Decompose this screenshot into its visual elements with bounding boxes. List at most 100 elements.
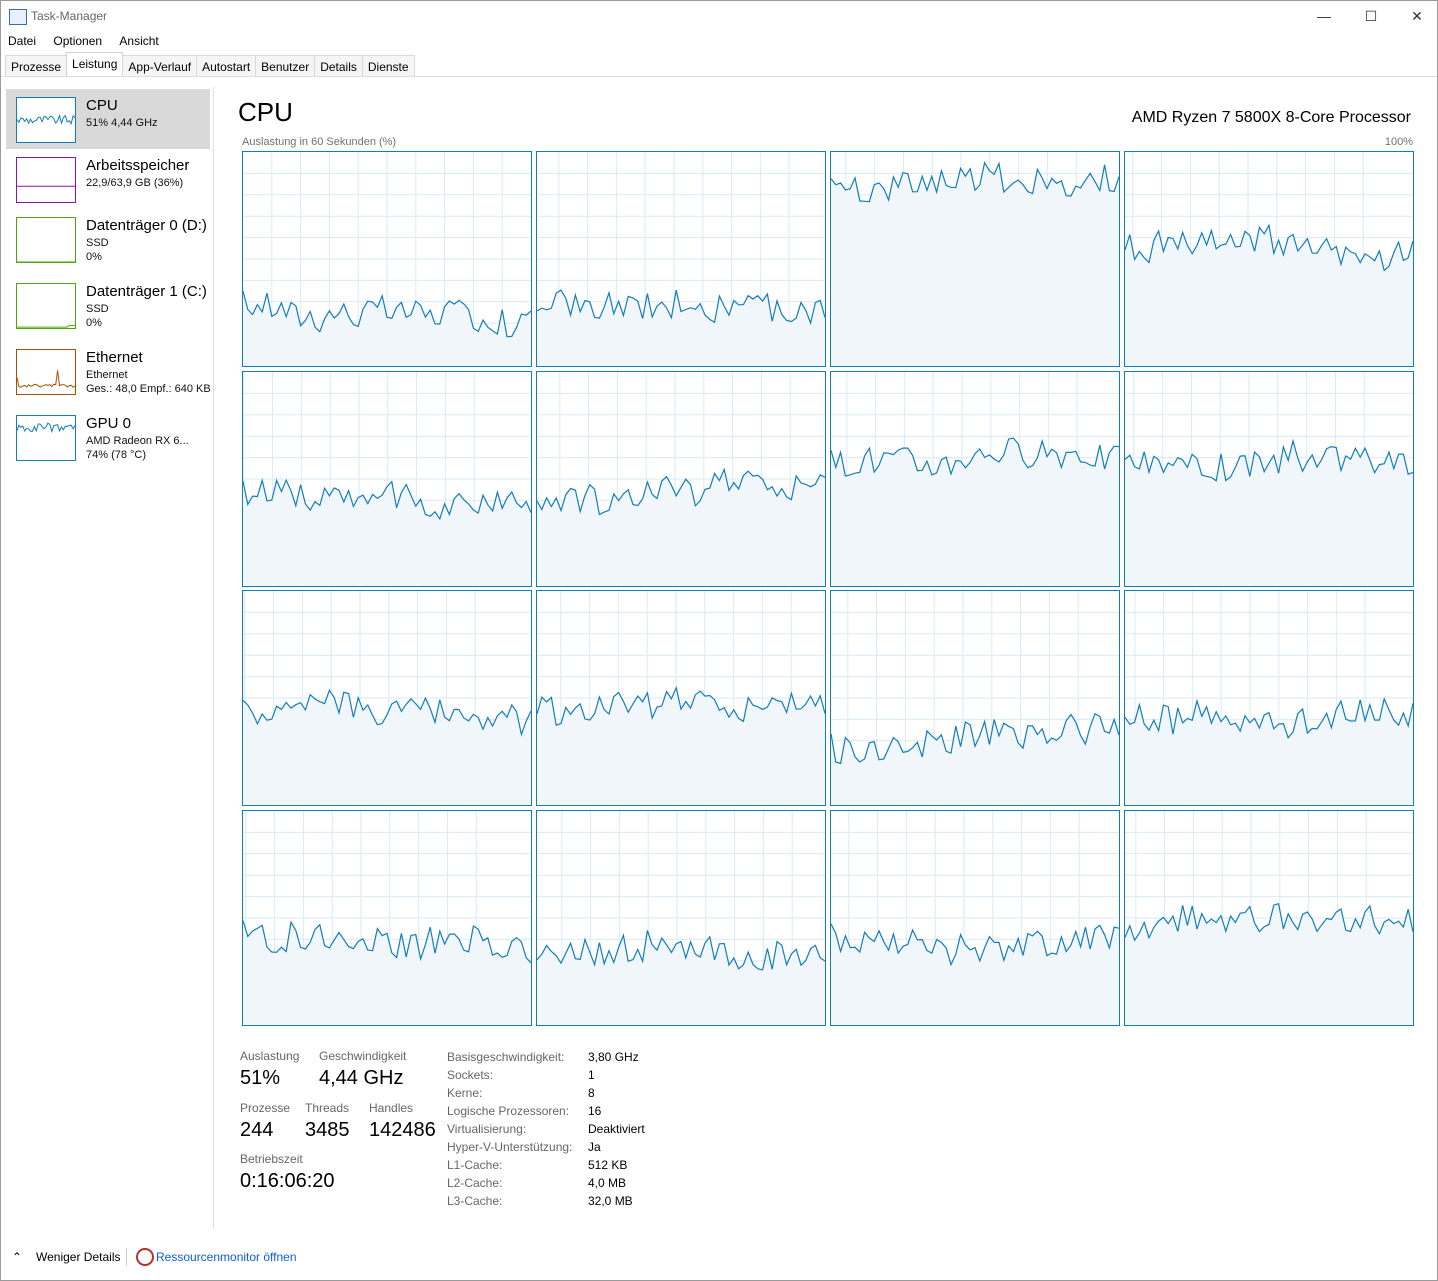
usage-area xyxy=(537,290,825,366)
tab-prozesse[interactable]: Prozesse xyxy=(5,55,68,77)
cpu-history-chart xyxy=(1125,371,1413,586)
spec-value: Deaktiviert xyxy=(588,1122,645,1136)
sidebar-item-detail: AMD Radeon RX 6... xyxy=(86,435,189,447)
stat-label: Betriebszeit xyxy=(240,1152,303,1166)
sidebar-item-datentraeger-1[interactable]: Datenträger 1 (C:) SSD 0% xyxy=(6,275,210,335)
usage-area xyxy=(831,923,1119,1025)
resource-monitor-link[interactable]: Ressourcenmonitor öffnen xyxy=(156,1250,297,1264)
menu-bar: Datei Optionen Ansicht xyxy=(1,31,1437,51)
tab-autostart[interactable]: Autostart xyxy=(196,55,257,77)
logical-processor-graph xyxy=(536,809,826,1026)
cpu-history-chart xyxy=(831,810,1119,1025)
stat-handles: Handles 142486 xyxy=(369,1101,436,1142)
minimize-button[interactable]: — xyxy=(1317,8,1331,24)
logical-processor-graph xyxy=(242,809,532,1026)
cpu-spec-list: Basisgeschwindigkeit: 3,80 GHz Sockets: 1 … xyxy=(447,1050,707,1212)
spec-key: Sockets: xyxy=(447,1068,494,1082)
sidebar-item-detail-2: 0% xyxy=(86,251,102,263)
sidebar-item-cpu[interactable]: CPU 51% 4,44 GHz xyxy=(6,89,210,149)
usage-line xyxy=(537,289,825,326)
sidebar-item-arbeitsspeicher[interactable]: Arbeitsspeicher 22,9/63,9 GB (36%) xyxy=(6,149,210,209)
close-button[interactable]: ✕ xyxy=(1411,8,1423,24)
usage-line xyxy=(831,161,1119,203)
usage-line xyxy=(243,290,531,338)
thumbnail-line xyxy=(17,370,75,388)
cpu-history-chart xyxy=(243,152,531,366)
logical-processor-graph xyxy=(830,590,1120,806)
stat-geschwindigkeit: Geschwindigkeit 4,44 GHz xyxy=(319,1049,406,1090)
ethernet-thumbnail-graph xyxy=(16,349,76,395)
disk0-thumbnail-graph xyxy=(16,217,76,263)
sidebar-item-detail-2: 74% (78 °C) xyxy=(86,449,147,461)
cpu-history-chart xyxy=(243,591,531,805)
thumbnail-chart xyxy=(17,370,75,388)
usage-line xyxy=(537,685,825,727)
logical-processor-graph xyxy=(1124,809,1414,1026)
sidebar-item-gpu-0[interactable]: GPU 0 AMD Radeon RX 6... 74% (78 °C) xyxy=(6,407,210,467)
spec-key: L2-Cache: xyxy=(447,1176,503,1190)
processor-name: AMD Ryzen 7 5800X 8-Core Processor xyxy=(1131,109,1411,126)
spec-value: 8 xyxy=(588,1086,595,1100)
tab-details[interactable]: Details xyxy=(314,55,363,77)
spec-key: Basisgeschwindigkeit: xyxy=(447,1050,565,1064)
tab-leistung[interactable]: Leistung xyxy=(66,52,124,76)
graph-max-label: 100% xyxy=(1384,136,1413,148)
footer-separator xyxy=(126,1248,127,1266)
usage-area xyxy=(831,713,1119,805)
sidebar-item-label: Datenträger 1 (C:) xyxy=(86,283,207,300)
spec-row: Kerne: 8 xyxy=(447,1086,707,1104)
menu-optionen[interactable]: Optionen xyxy=(53,34,103,48)
thumbnail-line xyxy=(17,114,75,125)
spec-key: L1-Cache: xyxy=(447,1158,503,1172)
stat-label: Prozesse xyxy=(240,1101,291,1115)
memory-thumbnail-graph xyxy=(16,157,76,203)
spec-key: L3-Cache: xyxy=(447,1194,503,1208)
sidebar-item-detail: 51% 4,44 GHz xyxy=(86,117,158,129)
chevron-up-icon[interactable]: ⌃ xyxy=(12,1250,23,1264)
sidebar-item-label: CPU xyxy=(86,97,118,114)
maximize-button[interactable]: ☐ xyxy=(1364,8,1378,24)
spec-row: Virtualisierung: Deaktiviert xyxy=(447,1122,707,1140)
logical-processor-graph xyxy=(830,151,1120,367)
usage-line xyxy=(537,466,825,515)
usage-line xyxy=(243,688,531,737)
logical-processor-graph xyxy=(536,151,826,367)
fewer-details-link[interactable]: Weniger Details xyxy=(36,1250,121,1264)
tab-app-verlauf[interactable]: App-Verlauf xyxy=(122,55,198,77)
tab-dienste[interactable]: Dienste xyxy=(361,55,415,77)
sidebar-item-label: GPU 0 xyxy=(86,415,132,432)
usage-area xyxy=(831,162,1119,366)
sidebar-item-ethernet[interactable]: Ethernet Ethernet Ges.: 48,0 Empf.: 640 … xyxy=(6,341,211,401)
logical-processor-graph xyxy=(1124,590,1414,806)
tab-benutzer[interactable]: Benutzer xyxy=(255,55,316,77)
cpu-history-chart xyxy=(831,152,1119,366)
spec-row: Sockets: 1 xyxy=(447,1068,707,1086)
thumbnail-chart xyxy=(17,324,75,328)
usage-area xyxy=(537,687,825,805)
cpu-history-chart xyxy=(1125,152,1413,366)
usage-area xyxy=(243,920,531,1025)
sidebar-item-datentraeger-0[interactable]: Datenträger 0 (D:) SSD 0% xyxy=(6,209,210,269)
stat-value: 4,44 GHz xyxy=(319,1067,404,1089)
usage-line xyxy=(831,923,1119,966)
usage-area xyxy=(1125,440,1413,586)
usage-area xyxy=(243,291,531,366)
menu-ansicht[interactable]: Ansicht xyxy=(119,34,159,48)
menu-datei[interactable]: Datei xyxy=(8,34,37,48)
usage-line xyxy=(243,477,531,520)
logical-processor-graph xyxy=(536,370,826,587)
logical-processor-graph xyxy=(1124,370,1414,587)
thumbnail-line xyxy=(17,324,75,328)
logical-processor-graph xyxy=(242,590,532,806)
usage-line xyxy=(1125,902,1413,942)
spec-value: 512 KB xyxy=(588,1158,628,1172)
usage-area xyxy=(1125,903,1413,1025)
usage-line xyxy=(831,712,1119,765)
usage-area xyxy=(831,437,1119,586)
usage-line xyxy=(1125,223,1413,272)
spec-value: 32,0 MB xyxy=(588,1194,633,1208)
spec-key: Logische Prozessoren: xyxy=(447,1104,570,1118)
page-title: CPU xyxy=(238,97,293,127)
cpu-history-chart xyxy=(537,371,825,586)
stat-label: Threads xyxy=(305,1101,350,1115)
